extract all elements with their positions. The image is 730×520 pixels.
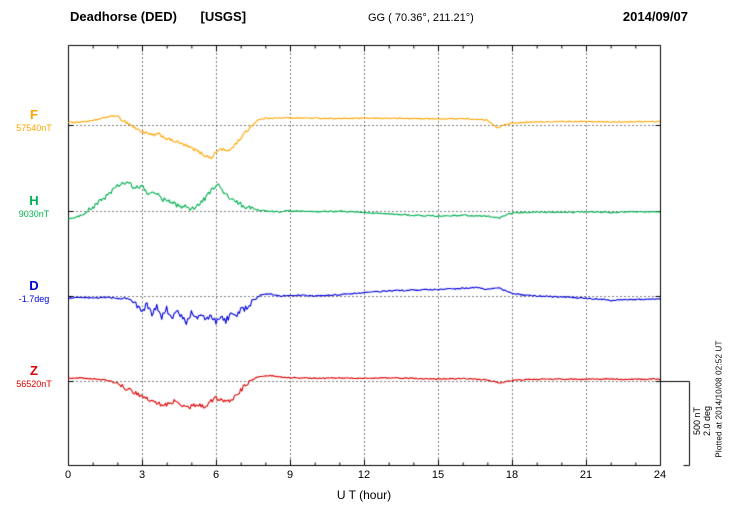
station-name: Deadhorse (DED) xyxy=(70,9,177,24)
trace-label-D: D -1.7deg xyxy=(4,278,64,305)
x-axis-label: U T (hour) xyxy=(336,488,392,502)
x-tick-label: 0 xyxy=(64,469,72,481)
trace-reference-Z: 56520nT xyxy=(16,379,52,389)
x-tick-label: 6 xyxy=(212,469,220,481)
trace-label-Z: Z 56520nT xyxy=(4,363,64,390)
trace-letter-Z: Z xyxy=(30,363,38,378)
scale-nt-label: 500 nT xyxy=(692,406,702,436)
geographic-coords: GG ( 70.36°, 211.21°) xyxy=(368,12,474,24)
scale-bar-label: 500 nT 2.0 deg xyxy=(692,406,712,436)
x-tick-label: 3 xyxy=(138,469,146,481)
scale-deg-label: 2.0 deg xyxy=(702,405,712,437)
x-tick-label: 21 xyxy=(579,469,593,481)
trace-label-H: H 9030nT xyxy=(4,193,64,220)
trace-label-F: F 57540nT xyxy=(4,107,64,134)
trace-letter-D: D xyxy=(29,278,39,293)
plotted-at-label: Plotted at 2014/10/08 02:52 UT xyxy=(714,340,724,458)
x-tick-label: 18 xyxy=(505,469,519,481)
trace-reference-H: 9030nT xyxy=(18,209,50,219)
page-title: Deadhorse (DED) [USGS] xyxy=(70,9,246,24)
trace-letter-F: F xyxy=(30,107,38,122)
trace-letter-H: H xyxy=(29,193,39,208)
x-tick-label: 9 xyxy=(286,469,294,481)
trace-reference-F: 57540nT xyxy=(16,123,52,133)
x-tick-label: 15 xyxy=(431,469,445,481)
plot-date: 2014/09/07 xyxy=(622,9,688,24)
agency-label: [USGS] xyxy=(200,9,247,24)
x-tick-label: 12 xyxy=(357,469,371,481)
trace-reference-D: -1.7deg xyxy=(18,294,50,304)
x-tick-label: 24 xyxy=(653,469,667,481)
